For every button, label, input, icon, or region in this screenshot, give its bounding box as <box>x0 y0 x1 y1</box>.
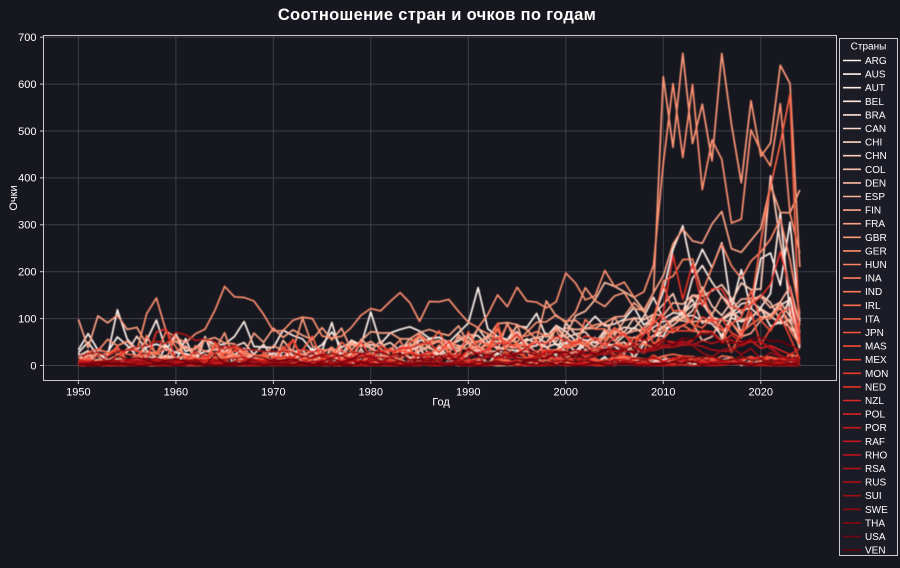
svg-text:CAN: CAN <box>865 124 886 135</box>
svg-text:NZL: NZL <box>865 396 884 407</box>
svg-text:BEL: BEL <box>865 97 884 108</box>
svg-text:RAF: RAF <box>865 437 885 448</box>
svg-text:2000: 2000 <box>554 387 578 399</box>
svg-text:THA: THA <box>865 518 885 529</box>
svg-text:500: 500 <box>18 126 36 138</box>
svg-text:0: 0 <box>30 360 36 372</box>
svg-text:GBR: GBR <box>865 233 887 244</box>
svg-text:HUN: HUN <box>865 260 887 271</box>
svg-text:AUT: AUT <box>865 83 885 94</box>
svg-text:GER: GER <box>865 246 887 257</box>
svg-text:RUS: RUS <box>865 478 886 489</box>
svg-text:CHN: CHN <box>865 151 887 162</box>
svg-text:SUI: SUI <box>865 491 882 502</box>
svg-text:MEX: MEX <box>865 355 887 366</box>
svg-text:2010: 2010 <box>651 387 675 399</box>
svg-text:ITA: ITA <box>865 314 880 325</box>
svg-text:INA: INA <box>865 274 882 285</box>
svg-text:MAS: MAS <box>865 342 887 353</box>
svg-text:200: 200 <box>18 267 36 279</box>
svg-text:RHO: RHO <box>865 450 887 461</box>
svg-text:DEN: DEN <box>865 178 886 189</box>
svg-text:1950: 1950 <box>66 387 90 399</box>
svg-text:ARG: ARG <box>865 56 887 67</box>
svg-text:1960: 1960 <box>164 387 188 399</box>
svg-text:FRA: FRA <box>865 219 885 230</box>
svg-text:CHI: CHI <box>865 138 882 149</box>
svg-text:Год: Год <box>432 397 450 409</box>
svg-text:400: 400 <box>18 173 36 185</box>
svg-text:1990: 1990 <box>456 387 480 399</box>
svg-text:FIN: FIN <box>865 206 881 217</box>
svg-text:JPN: JPN <box>865 328 884 339</box>
svg-text:Соотношение стран и очков по г: Соотношение стран и очков по годам <box>278 6 596 24</box>
svg-text:COL: COL <box>865 165 886 176</box>
svg-text:700: 700 <box>18 32 36 44</box>
svg-text:100: 100 <box>18 313 36 325</box>
svg-text:Очки: Очки <box>8 185 20 210</box>
svg-text:AUS: AUS <box>865 70 886 81</box>
svg-text:ESP: ESP <box>865 192 885 203</box>
svg-text:VEN: VEN <box>865 546 886 557</box>
svg-text:600: 600 <box>18 79 36 91</box>
svg-text:1980: 1980 <box>359 387 383 399</box>
svg-text:POR: POR <box>865 423 887 434</box>
svg-text:IRL: IRL <box>865 301 881 312</box>
svg-text:POL: POL <box>865 410 885 421</box>
svg-text:1970: 1970 <box>261 387 285 399</box>
svg-text:SWE: SWE <box>865 505 888 516</box>
svg-text:NED: NED <box>865 382 886 393</box>
svg-text:BRA: BRA <box>865 110 886 121</box>
svg-text:Страны: Страны <box>851 42 887 53</box>
svg-text:IND: IND <box>865 287 882 298</box>
svg-text:USA: USA <box>865 532 886 543</box>
svg-text:MON: MON <box>865 369 888 380</box>
svg-text:RSA: RSA <box>865 464 886 475</box>
svg-text:300: 300 <box>18 220 36 232</box>
svg-text:2020: 2020 <box>749 387 773 399</box>
